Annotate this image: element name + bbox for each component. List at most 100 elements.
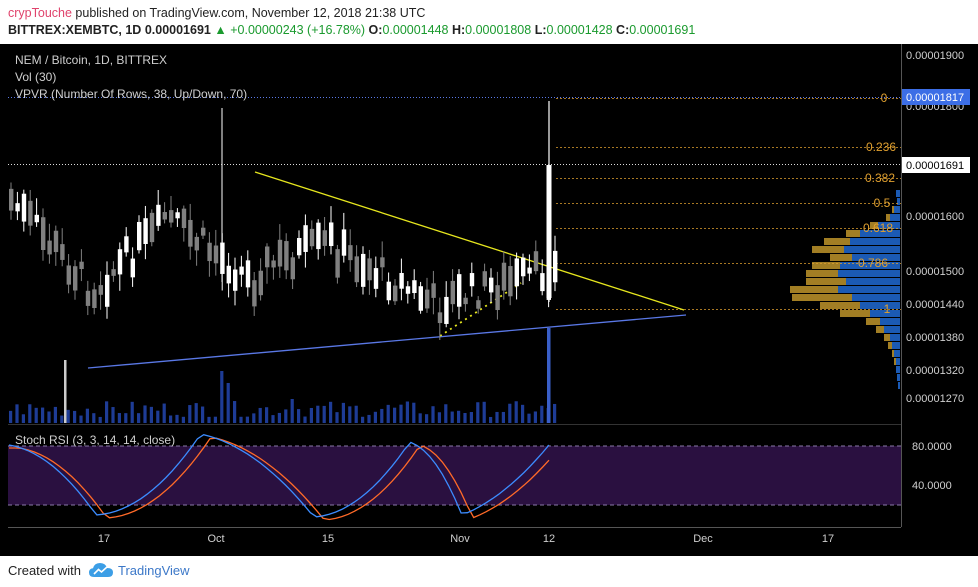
tradingview-cloud-icon[interactable]	[88, 561, 114, 579]
vp-up-18	[890, 334, 900, 341]
time-tick: Oct	[207, 533, 224, 545]
vp-down-2	[892, 206, 894, 213]
candle-body	[137, 222, 142, 251]
stoch-tick: 80.0000	[912, 441, 952, 453]
vp-down-7	[812, 246, 844, 253]
legend-title: NEM / Bitcoin, 1D, BITTREX	[15, 53, 167, 67]
vp-up-4	[878, 222, 900, 229]
stoch-axis[interactable]: 80.0000 40.0000	[912, 441, 952, 492]
last-candle-body	[546, 165, 552, 298]
candle-body	[284, 241, 289, 271]
volume-bar	[367, 414, 371, 423]
candle-body	[437, 312, 443, 324]
volume-bar	[373, 411, 377, 423]
created-with-text: Created with	[8, 563, 81, 578]
candle-body	[495, 285, 500, 311]
dotted-trendline	[439, 282, 522, 337]
vp-up-6	[850, 238, 900, 245]
up-arrow-icon: ▲	[214, 23, 227, 37]
candle-body	[226, 265, 231, 284]
volume-bar	[92, 413, 96, 423]
volume-bar-spike	[64, 360, 67, 423]
vp-up-20	[894, 350, 900, 357]
volume-bar	[508, 403, 512, 423]
candle-body	[169, 210, 174, 223]
price-change: +0.00000243 (+16.78%)	[230, 23, 366, 37]
vp-down-13	[792, 294, 852, 301]
vp-up-1	[897, 198, 900, 205]
candle-body	[41, 217, 46, 251]
candle-body	[92, 289, 97, 308]
high-label: H:	[451, 23, 466, 37]
vp-up-7	[844, 246, 900, 253]
vp-down-11	[806, 278, 846, 285]
low-label: L:	[534, 23, 547, 37]
candle-body	[66, 265, 71, 285]
volume-bar	[540, 405, 544, 423]
stoch-d-line	[9, 437, 550, 521]
volume-bar	[271, 415, 275, 423]
volume-bar	[335, 412, 339, 423]
volume-bar	[361, 416, 365, 423]
vp-up-2	[894, 206, 900, 213]
volume-bar	[85, 408, 89, 423]
vp-up-5	[860, 230, 900, 237]
volume-bar	[117, 413, 121, 423]
fib-label-0.786: 0.786	[858, 256, 888, 270]
candle-body	[425, 289, 430, 309]
vp-down-17	[876, 326, 884, 333]
candle-body	[316, 222, 321, 250]
volume-profile	[790, 190, 900, 389]
volume-bar	[533, 411, 537, 423]
volume-bar	[226, 383, 230, 423]
open-value: 0.00001448	[382, 23, 449, 37]
volume-bar	[21, 414, 25, 423]
volume-bar	[527, 413, 531, 423]
volume-bar	[201, 406, 205, 423]
price-axis[interactable]: 0.00001900 0.00001800 0.00001600 0.00001…	[902, 50, 970, 405]
candle-body	[290, 257, 295, 280]
candle-body	[34, 214, 39, 223]
candle-body	[501, 262, 507, 291]
candle-body	[489, 277, 494, 293]
volume-bar	[482, 401, 486, 423]
vp-down-15	[840, 310, 870, 317]
time-axis[interactable]: 17 Oct 15 Nov 12 Dec 17	[98, 533, 834, 545]
candle-body	[252, 280, 257, 307]
published-text: published on TradingView.com, November 1…	[75, 6, 426, 20]
candle-body	[540, 273, 545, 292]
candle-body	[418, 286, 423, 311]
volume-bar	[341, 402, 345, 423]
price-tick: 0.00001440	[906, 299, 964, 311]
ascending-support-line	[87, 314, 687, 369]
tradingview-link[interactable]: TradingView	[118, 563, 190, 578]
volume-bar	[245, 416, 249, 423]
vp-up-12	[838, 286, 900, 293]
legend-vol: Vol (30)	[15, 70, 56, 84]
stoch-tick: 40.0000	[912, 480, 952, 492]
candle-body	[271, 260, 276, 268]
volume-bar	[239, 416, 243, 423]
volume-bar	[284, 409, 288, 423]
vp-down-16	[866, 318, 880, 325]
vp-up-14	[860, 302, 900, 309]
candle-body	[476, 300, 481, 309]
last-price: 0.00001691	[144, 23, 211, 37]
vp-up-8	[852, 254, 900, 261]
candle-body	[245, 260, 251, 288]
volume-bar	[303, 416, 307, 423]
volume-bar	[399, 404, 403, 423]
candle-body	[521, 257, 526, 277]
legend-stoch: Stoch RSI (3, 3, 14, 14, close)	[15, 433, 175, 447]
volume-bar	[405, 401, 409, 423]
publisher-name[interactable]: crypTouche	[8, 6, 72, 20]
volume-bar	[469, 412, 473, 423]
volume-bars	[9, 328, 557, 423]
vp-down-3	[886, 214, 890, 221]
candle-body	[457, 274, 462, 307]
trendlines[interactable]	[87, 171, 687, 369]
volume-bar	[34, 407, 38, 423]
candle-body	[117, 249, 123, 275]
